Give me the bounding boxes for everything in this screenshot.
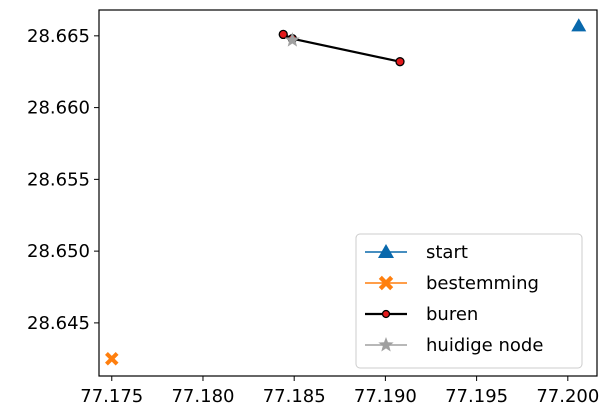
x-tick-label: 77.175	[80, 386, 143, 407]
x-tick-label: 77.195	[445, 386, 508, 407]
legend-label-bestemming: bestemming	[426, 273, 539, 294]
data-point-buren	[278, 29, 288, 40]
legend-marker-huidige-node	[378, 337, 394, 352]
legend: start bestemming buren huidige node	[355, 233, 583, 369]
y-tick-label: 28.665	[27, 26, 90, 47]
series-line-buren	[282, 33, 401, 63]
series-bestemming	[105, 352, 119, 366]
y-tick-label: 28.650	[27, 241, 90, 262]
data-point-start	[571, 18, 587, 32]
x-tick-label: 77.185	[263, 386, 326, 407]
y-tick-label: 28.655	[27, 169, 90, 190]
y-axis-ticks: 28.645 28.650 28.655 28.660 28.665	[27, 26, 99, 334]
x-axis-ticks: 77.175 77.180 77.185 77.190 77.195 77.200	[80, 376, 599, 407]
data-point-buren	[395, 57, 405, 67]
legend-item-start: start	[365, 242, 468, 263]
data-point-huidige-node	[284, 32, 300, 47]
legend-label-buren: buren	[426, 304, 478, 325]
legend-item-bestemming: bestemming	[365, 273, 539, 294]
series-buren	[278, 29, 405, 67]
legend-marker-bestemming	[378, 275, 394, 291]
legend-box	[355, 233, 583, 369]
chart-marks	[105, 18, 587, 366]
legend-label-huidige-node: huidige node	[426, 335, 543, 356]
y-tick-label: 28.645	[27, 313, 90, 334]
data-point-bestemming	[105, 352, 119, 366]
legend-marker-buren	[381, 309, 391, 319]
series-huidige-node	[284, 32, 300, 47]
x-tick-label: 77.190	[354, 386, 417, 407]
y-tick-label: 28.660	[27, 98, 90, 119]
plot-frame	[98, 9, 598, 377]
legend-item-huidige-node: huidige node	[365, 335, 543, 356]
legend-item-buren: buren	[365, 304, 478, 325]
x-tick-label: 77.180	[171, 386, 234, 407]
series-start	[571, 18, 587, 32]
x-tick-label: 77.200	[536, 386, 599, 407]
legend-label-start: start	[426, 242, 468, 263]
legend-marker-start	[378, 244, 394, 258]
